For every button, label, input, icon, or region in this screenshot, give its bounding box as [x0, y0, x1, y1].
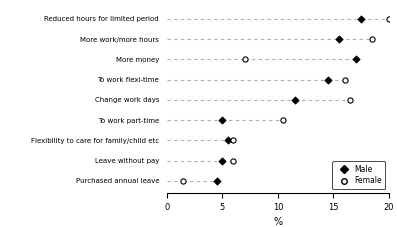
Point [358, 17, 364, 21]
Point [280, 118, 287, 122]
Point [369, 37, 376, 41]
Point [219, 118, 225, 122]
Point [341, 78, 348, 81]
Point [386, 17, 392, 21]
Point [180, 179, 187, 183]
Point [225, 138, 231, 142]
Legend: Male, Female: Male, Female [332, 161, 385, 189]
Point [241, 58, 248, 61]
Point [336, 37, 342, 41]
X-axis label: %: % [274, 217, 282, 227]
Point [219, 159, 225, 162]
Point [325, 78, 331, 81]
Point [291, 98, 298, 102]
Point [230, 138, 237, 142]
Point [214, 179, 220, 183]
Point [230, 159, 237, 162]
Point [347, 98, 353, 102]
Point [353, 58, 359, 61]
